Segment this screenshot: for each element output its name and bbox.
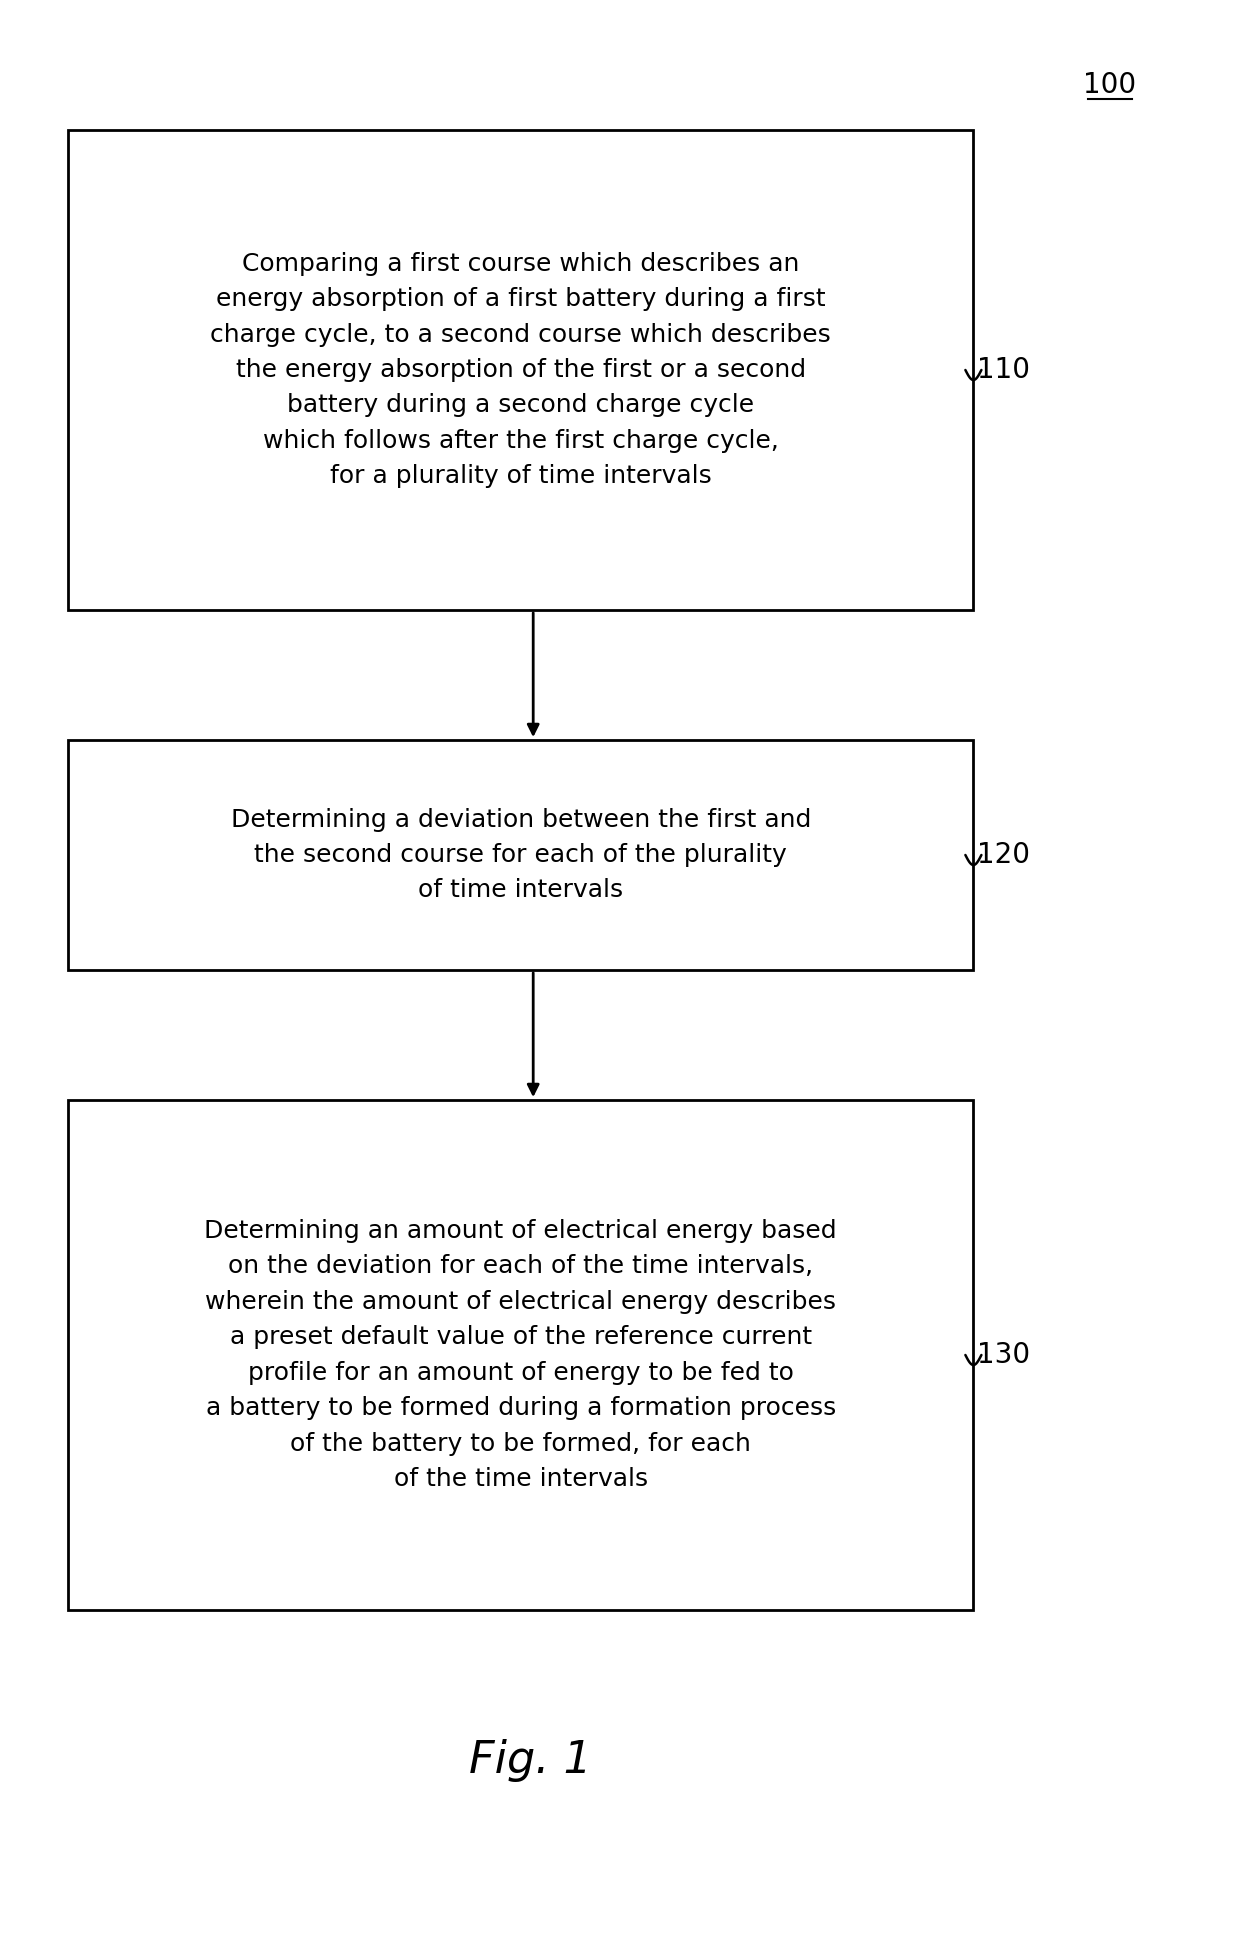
Text: 130: 130 bbox=[977, 1342, 1030, 1369]
Text: Determining a deviation between the first and
the second course for each of the : Determining a deviation between the firs… bbox=[231, 808, 811, 903]
Bar bbox=[68, 130, 973, 610]
Text: Determining an amount of electrical energy based
on the deviation for each of th: Determining an amount of electrical ener… bbox=[205, 1220, 837, 1491]
Bar bbox=[68, 740, 973, 969]
Text: 100: 100 bbox=[1084, 72, 1137, 99]
Text: Comparing a first course which describes an
energy absorption of a first battery: Comparing a first course which describes… bbox=[211, 252, 831, 487]
Text: Fig. 1: Fig. 1 bbox=[469, 1738, 591, 1781]
Bar bbox=[68, 1099, 973, 1610]
Text: 120: 120 bbox=[977, 841, 1030, 868]
Text: 110: 110 bbox=[977, 355, 1030, 385]
